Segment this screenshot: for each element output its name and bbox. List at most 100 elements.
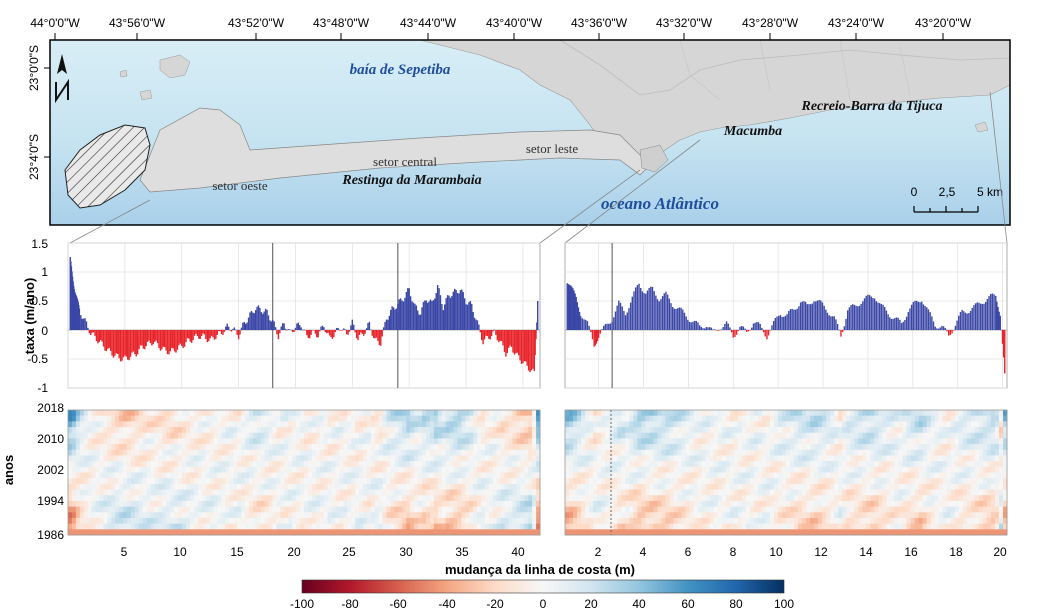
- heat-cell: [814, 495, 819, 502]
- heat-cell: [822, 415, 827, 422]
- heat-cell: [765, 427, 771, 434]
- heat-cell: [838, 432, 843, 439]
- heat-cell: [445, 461, 450, 468]
- heat-cell: [786, 489, 791, 496]
- heat-cell: [315, 500, 321, 507]
- heat-cell: [565, 512, 570, 519]
- heat-cell: [761, 421, 767, 428]
- heat-cell: [248, 449, 254, 456]
- heat-cell: [669, 461, 674, 468]
- rate-bar: [730, 330, 733, 333]
- heat-cell: [641, 506, 646, 513]
- rate-bar: [865, 295, 867, 330]
- heat-cell: [794, 478, 799, 485]
- heat-cell: [653, 461, 658, 468]
- heat-cell: [854, 444, 859, 451]
- heat-cell: [201, 427, 207, 434]
- heat-cell: [311, 517, 317, 525]
- rate-bar: [921, 301, 923, 330]
- heat-cell: [657, 478, 662, 485]
- heat-cell: [418, 449, 423, 456]
- rate-bar: [297, 322, 300, 330]
- heat-cell: [103, 466, 108, 473]
- heat-cell: [786, 461, 791, 468]
- heat-cell: [473, 529, 478, 536]
- heat-cell: [402, 512, 407, 519]
- heat-cell: [457, 421, 462, 428]
- heat-cell: [685, 432, 690, 439]
- heat-cell: [697, 438, 703, 445]
- heat-cell: [649, 523, 654, 530]
- heat-cell: [229, 410, 234, 417]
- heat-cell: [453, 506, 458, 513]
- heat-cell: [99, 455, 104, 462]
- heat-cell: [653, 455, 658, 462]
- heat-cell: [508, 449, 513, 456]
- rate-bar: [102, 330, 105, 347]
- heat-cell: [749, 415, 755, 422]
- rate-bar: [462, 292, 464, 330]
- heat-cell: [737, 455, 743, 462]
- heat-cell: [657, 466, 662, 473]
- heat-cell: [193, 455, 199, 462]
- heat-cell: [166, 489, 171, 496]
- heat-cell: [351, 415, 356, 422]
- rate-bar: [360, 330, 362, 333]
- heat-cell: [209, 529, 214, 536]
- rate-bar: [163, 330, 166, 348]
- heat-cell: [68, 512, 73, 519]
- heat-cell: [520, 478, 525, 485]
- heat-cell: [753, 466, 759, 473]
- heat-cell: [327, 483, 332, 490]
- heat-cell: [657, 461, 662, 468]
- heat-cell: [649, 466, 654, 473]
- heat-cell: [605, 483, 610, 490]
- heat-cell: [701, 466, 707, 473]
- heat-cell: [217, 500, 222, 507]
- rate-bar: [142, 330, 145, 349]
- heat-cell: [229, 500, 234, 507]
- heat-cell: [127, 478, 132, 485]
- heat-cell: [798, 483, 803, 490]
- heat-cell: [154, 472, 159, 479]
- heat-cell: [814, 483, 819, 490]
- heat-cell: [725, 506, 731, 513]
- heat-cell: [315, 517, 321, 525]
- heat-cell: [536, 438, 541, 445]
- heat-cell: [441, 506, 446, 513]
- heat-cell: [347, 512, 352, 519]
- rate-bar: [159, 330, 162, 351]
- heat-cell: [347, 427, 352, 434]
- heat-cell: [757, 410, 763, 417]
- heat-cell: [119, 427, 124, 434]
- heat-cell: [453, 529, 458, 536]
- rate-bar: [825, 309, 827, 330]
- heat-cell: [205, 455, 210, 462]
- heat-cell: [382, 466, 387, 473]
- heat-cell: [123, 489, 128, 496]
- heat-cell: [810, 421, 815, 428]
- heat-cell: [818, 438, 823, 445]
- heat-cell: [445, 438, 450, 445]
- heat-cell: [741, 427, 747, 434]
- heat-cell: [661, 449, 666, 456]
- heat-cell: [822, 472, 827, 479]
- heat-cell: [248, 523, 254, 530]
- heat-cell: [645, 512, 650, 519]
- rate-bar: [337, 327, 339, 330]
- heat-cell: [834, 517, 839, 525]
- heat-cell: [777, 415, 783, 422]
- heat-cell: [685, 415, 690, 422]
- heat-cell: [359, 438, 364, 445]
- heat-cell: [386, 495, 391, 502]
- heat-cell: [79, 455, 85, 462]
- heat-cell: [661, 478, 666, 485]
- heat-cell: [221, 472, 226, 479]
- heat-cell: [617, 415, 622, 422]
- heat-cell: [677, 523, 682, 530]
- rate-bar: [377, 330, 379, 341]
- heat-cell: [665, 483, 670, 490]
- heat-cell: [311, 483, 317, 490]
- heat-cell: [649, 489, 654, 496]
- heat-cell: [733, 427, 739, 434]
